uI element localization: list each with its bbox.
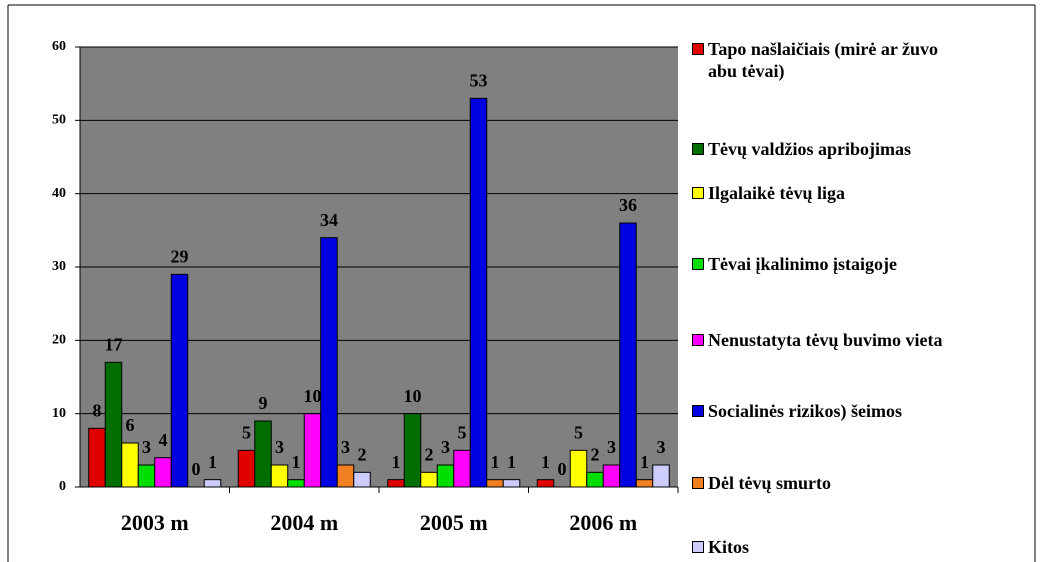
bar — [635, 479, 654, 488]
bar — [237, 449, 256, 488]
value-label: 53 — [470, 70, 488, 90]
legend-swatch — [692, 334, 704, 346]
bar — [170, 273, 189, 488]
value-label: 3 — [341, 437, 350, 457]
value-label: 17 — [105, 334, 123, 354]
legend-item: Tapo našlaičiais (mirė ar žuvo abu tėvai… — [692, 38, 948, 82]
bar — [104, 361, 123, 488]
bar — [387, 479, 405, 488]
legend-label: Ilgalaikė tėvų liga — [708, 183, 846, 203]
legend-label: Tėvai įkalinimo įstaigoje — [708, 254, 897, 274]
bar — [652, 464, 670, 488]
bar — [486, 479, 504, 488]
legend-swatch — [692, 405, 704, 417]
bar — [502, 479, 521, 488]
value-label: 34 — [320, 210, 338, 230]
y-tick-label: 60 — [52, 39, 66, 54]
value-label: 1 — [392, 452, 401, 472]
bar — [602, 464, 621, 488]
x-tick-label: 2006 m — [569, 510, 637, 535]
value-label: 9 — [259, 393, 268, 413]
value-label: 10 — [404, 386, 422, 406]
value-label: 29 — [171, 246, 189, 266]
value-label: 2 — [425, 444, 434, 464]
legend-label: Nenustatyta tėvų buvimo vieta — [708, 330, 943, 350]
legend-swatch — [692, 143, 704, 155]
y-tick-label: 0 — [59, 479, 66, 494]
value-label: 1 — [507, 452, 516, 472]
legend-swatch — [692, 258, 704, 270]
value-label: 3 — [657, 437, 666, 457]
value-label: 2 — [591, 444, 600, 464]
value-label: 3 — [275, 437, 284, 457]
bar — [453, 449, 471, 488]
value-label: 4 — [159, 430, 168, 450]
bar — [303, 413, 322, 488]
bar — [469, 97, 488, 488]
legend-swatch — [692, 477, 704, 489]
legend-item: Tėvų valdžios apribojimas — [692, 138, 911, 160]
value-label: 3 — [441, 437, 450, 457]
legend-swatch — [692, 187, 704, 199]
legend-label: Socialinės rizikos) šeimos — [708, 401, 902, 421]
y-tick-label: 30 — [52, 259, 66, 274]
x-tick-label: 2003 m — [121, 510, 189, 535]
legend-item: Socialinės rizikos) šeimos — [692, 400, 902, 422]
legend-item: Dėl tėvų smurto — [692, 472, 831, 494]
legend-label: Tapo našlaičiais (mirė ar žuvo abu tėvai… — [708, 39, 939, 81]
legend-item: Kitos — [692, 536, 749, 558]
value-label: 6 — [126, 415, 135, 435]
bar — [420, 471, 438, 488]
value-label: 2 — [358, 444, 367, 464]
bar — [121, 442, 139, 488]
bar — [154, 457, 172, 488]
value-label: 1 — [491, 452, 500, 472]
legend-label: Tėvų valdžios apribojimas — [708, 139, 912, 159]
bar — [254, 420, 272, 488]
value-label: 8 — [93, 400, 102, 420]
bar — [586, 471, 604, 488]
value-label: 1 — [541, 452, 550, 472]
value-label: 0 — [192, 459, 201, 479]
legend-item: Ilgalaikė tėvų liga — [692, 182, 845, 204]
legend-label: Dėl tėvų smurto — [708, 473, 831, 493]
value-label: 5 — [574, 422, 583, 442]
legend-item: Nenustatyta tėvų buvimo vieta — [692, 329, 943, 351]
bar — [88, 427, 106, 488]
value-label: 1 — [292, 452, 301, 472]
bar — [536, 479, 555, 488]
y-tick-label: 20 — [52, 333, 66, 348]
value-label: 3 — [607, 437, 616, 457]
x-tick-label: 2005 m — [420, 510, 488, 535]
bar — [137, 464, 156, 488]
value-label: 1 — [640, 452, 649, 472]
bar — [203, 479, 222, 488]
value-label: 0 — [558, 459, 567, 479]
legend-swatch — [692, 541, 704, 553]
bar — [436, 464, 455, 488]
bar — [619, 222, 637, 488]
value-label: 1 — [208, 452, 217, 472]
legend-item: Tėvai įkalinimo įstaigoje — [692, 253, 897, 275]
legend-swatch — [692, 43, 704, 55]
value-label: 5 — [242, 422, 251, 442]
y-tick-label: 10 — [52, 406, 66, 421]
value-label: 36 — [619, 195, 637, 215]
x-tick-label: 2004 m — [270, 510, 338, 535]
bar — [320, 237, 338, 488]
value-label: 5 — [458, 422, 467, 442]
y-tick-label: 40 — [52, 186, 66, 201]
bar — [270, 464, 289, 488]
bar — [336, 464, 355, 488]
bar — [403, 413, 422, 488]
legend-label: Kitos — [708, 537, 750, 557]
value-label: 3 — [142, 437, 151, 457]
bar — [569, 449, 588, 488]
y-tick-label: 50 — [52, 113, 66, 128]
bar — [287, 479, 305, 488]
bar — [353, 471, 371, 488]
value-label: 10 — [304, 386, 322, 406]
